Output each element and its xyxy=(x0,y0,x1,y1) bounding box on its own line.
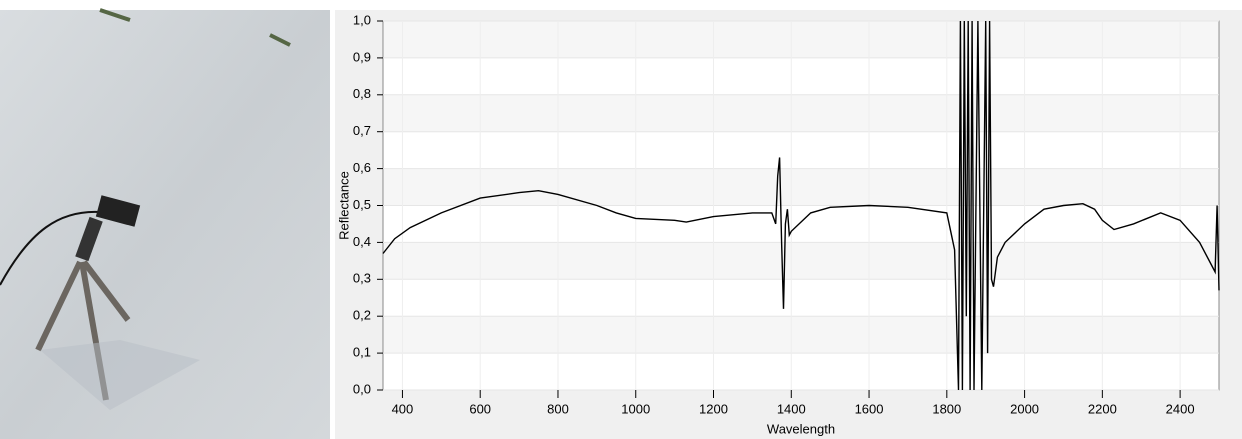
chart: 0,0 0,1 0,2 0,3 0,4 0,5 0,6 0,7 0,8 0,9 1,0 400 600 8… xyxy=(336,12,1220,436)
x-tick-label: 1600 xyxy=(855,401,884,416)
grid-band xyxy=(384,94,1218,132)
x-tick-label: 2000 xyxy=(1010,401,1039,416)
x-tick-label: 1800 xyxy=(932,401,961,416)
grid-band xyxy=(384,242,1218,280)
photo xyxy=(0,8,330,439)
y-tick-label: 0,9 xyxy=(353,49,371,64)
x-tick-label: 1000 xyxy=(621,401,650,416)
y-tick-label: 0,5 xyxy=(353,197,371,212)
spectrum-line xyxy=(382,20,1220,391)
y-tick-label: 0,3 xyxy=(353,271,371,286)
x-tick-label: 1400 xyxy=(777,401,806,416)
grid-band xyxy=(384,168,1218,206)
y-tick-label: 0,4 xyxy=(353,234,371,249)
y-tick-label: 1,0 xyxy=(353,12,371,27)
x-tick-label: 800 xyxy=(547,401,569,416)
x-tick-label: 400 xyxy=(392,401,414,416)
x-axis-label: Wavelength xyxy=(767,421,835,436)
x-tick-label: 600 xyxy=(469,401,491,416)
x-tick-label: 2400 xyxy=(1166,401,1195,416)
y-tick-label: 0,6 xyxy=(353,160,371,175)
x-tick-label: 1200 xyxy=(699,401,728,416)
y-tick-label: 0,0 xyxy=(353,381,371,396)
grid-band xyxy=(384,21,1218,58)
y-tick-label: 0,8 xyxy=(353,86,371,101)
y-tick-label: 0,1 xyxy=(353,345,371,360)
x-tick-label: 2200 xyxy=(1088,401,1117,416)
y-tick-label: 0,2 xyxy=(353,308,371,323)
y-tick-label: 0,7 xyxy=(353,123,371,138)
grid-band xyxy=(384,316,1218,354)
y-axis-label: Reflectance xyxy=(336,171,351,240)
